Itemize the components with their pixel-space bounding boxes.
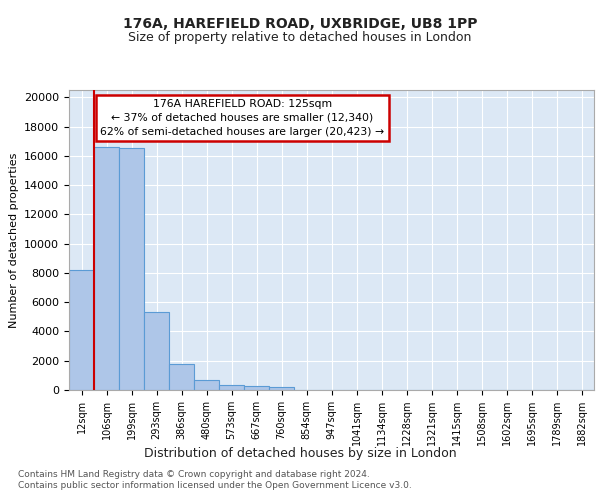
Text: Contains public sector information licensed under the Open Government Licence v3: Contains public sector information licen… [18,481,412,490]
Bar [94,147,119,390]
Text: Distribution of detached houses by size in London: Distribution of detached houses by size … [143,448,457,460]
Bar [69,270,94,390]
Bar [269,387,294,390]
Bar [219,385,244,390]
Bar [194,380,219,390]
Text: Size of property relative to detached houses in London: Size of property relative to detached ho… [128,31,472,44]
Bar [244,386,269,390]
Text: Contains HM Land Registry data © Crown copyright and database right 2024.: Contains HM Land Registry data © Crown c… [18,470,370,479]
Text: 176A HAREFIELD ROAD: 125sqm
← 37% of detached houses are smaller (12,340)
62% of: 176A HAREFIELD ROAD: 125sqm ← 37% of det… [100,99,385,137]
Bar [144,312,169,390]
Y-axis label: Number of detached properties: Number of detached properties [8,152,19,328]
Text: 176A, HAREFIELD ROAD, UXBRIDGE, UB8 1PP: 176A, HAREFIELD ROAD, UXBRIDGE, UB8 1PP [123,18,477,32]
Bar [169,364,194,390]
Bar [119,148,144,390]
